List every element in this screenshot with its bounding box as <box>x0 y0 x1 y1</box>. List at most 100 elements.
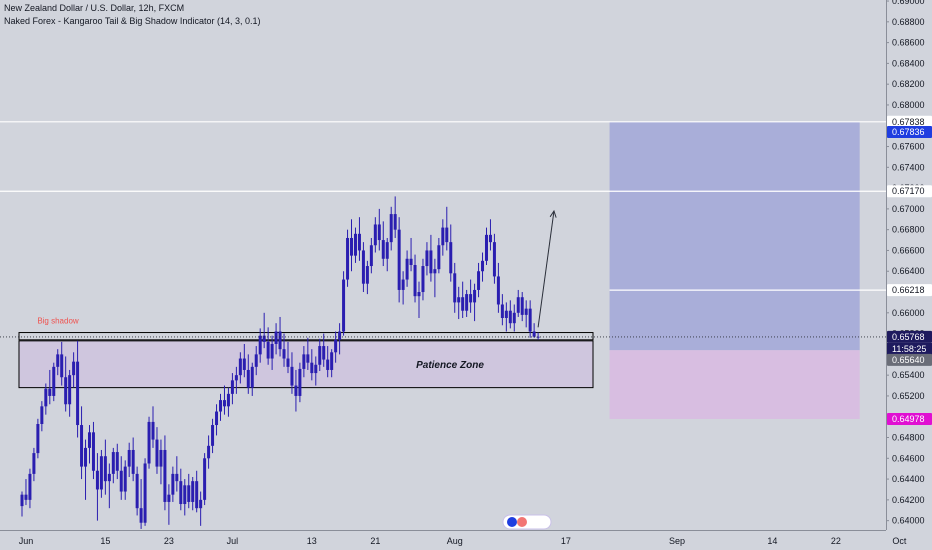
candle-body <box>477 271 481 290</box>
price-label-text: 0.67170 <box>892 186 925 196</box>
candle-body <box>369 245 373 267</box>
price-label-badge <box>887 353 932 366</box>
candle-body <box>195 481 199 509</box>
candle-body <box>361 250 365 284</box>
price-tick-label: 0.68600 <box>892 38 925 48</box>
candle-body <box>413 265 417 297</box>
candle-body <box>143 463 147 523</box>
patience-zone-label: Patience Zone <box>416 360 484 371</box>
time-axis-label: Jul <box>227 536 239 546</box>
candle-body <box>481 260 485 272</box>
candle-body <box>80 425 84 467</box>
candle-body <box>199 499 203 509</box>
candle-body <box>119 470 123 492</box>
price-label-text: 0.67836 <box>892 127 925 137</box>
price-label-badge <box>887 330 932 343</box>
price-tick-label: 0.66800 <box>892 225 925 235</box>
candle-body <box>441 227 445 246</box>
candle-body <box>254 354 258 367</box>
price-tick-label: 0.69000 <box>892 0 925 6</box>
candle-body <box>107 473 111 482</box>
candle-body <box>512 312 516 324</box>
countdown-badge <box>887 342 932 355</box>
candle-body <box>270 343 274 359</box>
price-tick-label: 0.67400 <box>892 162 925 172</box>
candle-body <box>56 354 60 367</box>
flag-icon <box>507 517 517 527</box>
candle-body <box>298 368 302 396</box>
price-tick-label: 0.68000 <box>892 100 925 110</box>
candle-body <box>20 494 24 507</box>
candle-body <box>250 366 254 388</box>
candle-body <box>131 449 135 474</box>
candle-body <box>266 341 270 359</box>
candle-body <box>492 242 496 277</box>
candle-body <box>282 349 286 359</box>
candle-body <box>159 449 163 467</box>
time-axis-label: 23 <box>164 536 174 546</box>
candle-body <box>528 308 532 332</box>
candle-body <box>500 304 504 318</box>
price-tick-label: 0.67600 <box>892 142 925 152</box>
time-axis-label: 21 <box>370 536 380 546</box>
candle-body <box>95 470 99 490</box>
candle-body <box>357 233 361 251</box>
price-tick-label: 0.68400 <box>892 58 925 68</box>
candle-body <box>258 335 262 355</box>
candle-body <box>179 481 183 505</box>
candle-body <box>488 234 492 243</box>
price-label-badge <box>887 185 932 198</box>
candle-body <box>274 331 278 344</box>
time-axis-label: 22 <box>831 536 841 546</box>
candle-body <box>350 237 354 256</box>
price-tick-label: 0.64200 <box>892 495 925 505</box>
candle-body <box>238 358 242 376</box>
candle-body <box>532 331 536 337</box>
candle-body <box>397 229 401 290</box>
candle-body <box>461 297 465 311</box>
candle-body <box>226 393 230 407</box>
candle-body <box>175 473 179 482</box>
price-label-text: 0.67838 <box>892 117 925 127</box>
trend-arrow-head <box>549 209 557 218</box>
candles-group <box>20 196 540 529</box>
price-tick-label: 0.66400 <box>892 266 925 276</box>
price-tick-label: 0.68800 <box>892 17 925 27</box>
candle-body <box>203 458 207 500</box>
candle-body <box>222 400 226 407</box>
price-tick-label: 0.66600 <box>892 245 925 255</box>
candle-body <box>40 406 44 424</box>
candle-body <box>346 237 350 280</box>
candle-body <box>373 224 377 246</box>
candle-body <box>171 473 175 495</box>
indicator-legend[interactable]: Naked Forex - Kangaroo Tail & Big Shadow… <box>4 16 261 26</box>
candle-body <box>389 214 393 243</box>
candle-body <box>338 331 342 340</box>
candle-body <box>167 494 171 502</box>
candle-body <box>405 258 409 280</box>
price-axis-background <box>886 0 932 550</box>
candle-body <box>207 445 211 459</box>
target-zone <box>609 121 860 351</box>
candle-body <box>91 432 95 471</box>
candle-body <box>377 224 381 241</box>
time-axis-label: 15 <box>100 536 110 546</box>
time-axis-label: Sep <box>669 536 685 546</box>
candle-body <box>60 354 64 378</box>
time-axis-label: 13 <box>307 536 317 546</box>
price-label-badge <box>887 413 932 426</box>
candle-body <box>504 310 508 318</box>
candle-body <box>393 214 397 230</box>
time-axis-label: Oct <box>892 536 907 546</box>
candle-body <box>326 359 330 370</box>
candle-body <box>524 308 528 315</box>
candle-body <box>353 233 357 256</box>
trend-arrow-line <box>537 210 555 328</box>
candle-body <box>44 388 48 407</box>
candle-body <box>306 354 310 363</box>
symbol-title[interactable]: New Zealand Dollar / U.S. Dollar, 12h, F… <box>4 3 185 13</box>
candle-body <box>262 335 266 342</box>
price-tick-label: 0.64600 <box>892 453 925 463</box>
candle-body <box>64 377 68 405</box>
